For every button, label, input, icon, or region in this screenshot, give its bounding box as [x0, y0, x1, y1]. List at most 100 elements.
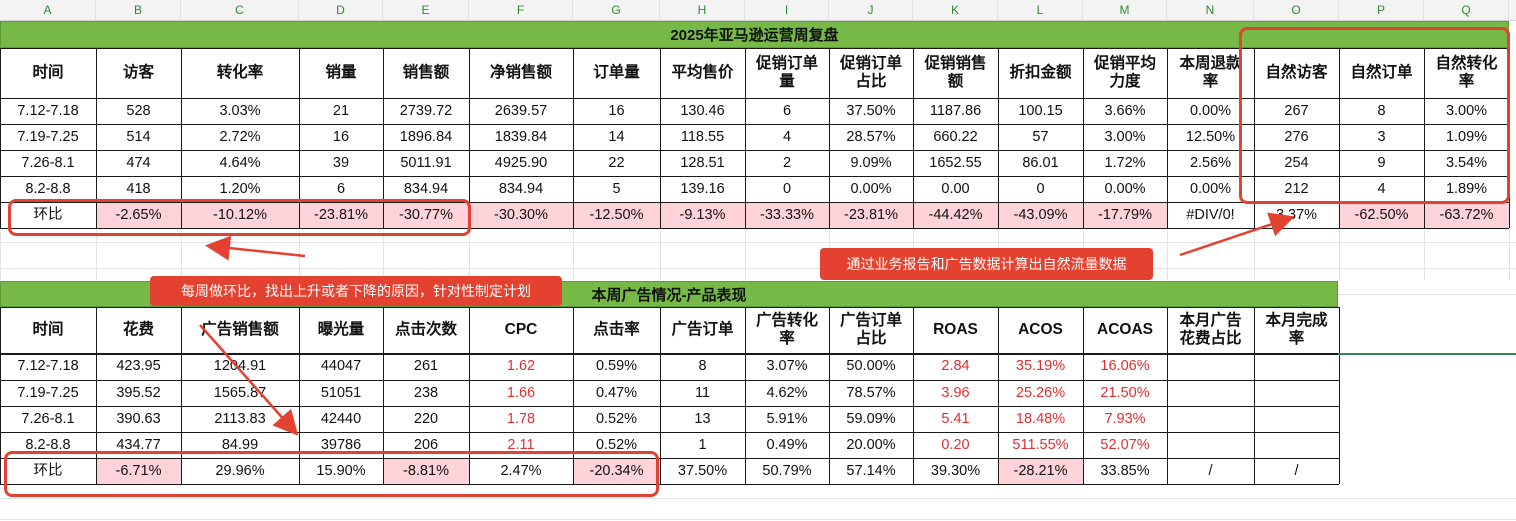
column-letter-o[interactable]: O	[1254, 0, 1339, 20]
column-letter-q[interactable]: Q	[1424, 0, 1509, 20]
table2-cell[interactable]: 5.41	[941, 410, 970, 427]
table1-cell[interactable]: 5011.91	[400, 154, 452, 171]
table1-cell[interactable]: 0.00%	[850, 180, 892, 197]
table1-header-4[interactable]: 销售额	[383, 48, 469, 98]
table2-ratio-cell[interactable]: -8.81%	[383, 458, 469, 484]
table2-cell[interactable]: 261	[413, 358, 439, 375]
table2-header-0[interactable]: 时间	[0, 307, 96, 353]
table2-ratio-cell[interactable]: 50.79%	[762, 462, 812, 479]
table1-cell[interactable]: 4	[782, 128, 792, 145]
table1-cell[interactable]: 834.94	[498, 180, 544, 197]
table1-ratio-cell[interactable]: -23.81%	[299, 202, 383, 228]
table1-cell[interactable]: 9.09%	[850, 154, 892, 171]
table1-ratio-cell[interactable]: -12.50%	[573, 202, 660, 228]
table2-header-5[interactable]: CPC	[469, 307, 573, 353]
table1-cell[interactable]: 2739.72	[399, 102, 453, 119]
column-letter-p[interactable]: P	[1339, 0, 1424, 20]
column-letter-l[interactable]: L	[998, 0, 1083, 20]
table1-ratio-cell[interactable]: -10.12%	[181, 202, 299, 228]
table2-cell[interactable]: 5.91%	[766, 410, 808, 427]
table2-ratio-cell[interactable]: 29.96%	[215, 462, 265, 479]
table2-ratio-cell[interactable]: -6.71%	[96, 458, 181, 484]
table2-header-2[interactable]: 广告销售额	[181, 307, 299, 353]
table2-cell[interactable]: 52.07%	[1100, 436, 1150, 453]
table2-cell[interactable]: 42440	[320, 410, 362, 427]
table1-cell[interactable]: 8.2-8.8	[25, 180, 71, 197]
table2-header-9[interactable]: 广告订单 占比	[829, 307, 913, 353]
table1-cell[interactable]: 2	[782, 154, 792, 171]
table1-cell[interactable]: 4	[1377, 180, 1386, 197]
table1-cell[interactable]: 276	[1284, 128, 1309, 145]
table1-cell[interactable]: 6	[782, 102, 792, 119]
table2-ratio-cell[interactable]: -20.34%	[573, 458, 660, 484]
table2-cell[interactable]: 0.52%	[595, 410, 638, 427]
table1-ratio-cell[interactable]: -23.81%	[829, 202, 913, 228]
table1-cell[interactable]: 5	[612, 180, 621, 197]
table2-header-8[interactable]: 广告转化率	[745, 307, 829, 353]
table1-header-15[interactable]: 自然订单	[1339, 48, 1424, 98]
table1-cell[interactable]: 22	[608, 154, 625, 171]
table1-cell[interactable]: 4.64%	[219, 154, 261, 171]
table2-cell[interactable]: 0.47%	[595, 384, 638, 401]
table2-cell[interactable]: 2.11	[507, 436, 535, 453]
table1-header-13[interactable]: 本周退款率	[1167, 48, 1254, 98]
table2-ratio-cell[interactable]: -28.21%	[998, 458, 1083, 484]
table2-cell[interactable]: 39786	[320, 436, 362, 453]
table2-cell[interactable]: 0.49%	[766, 436, 808, 453]
table1-cell[interactable]: 37.50%	[846, 102, 896, 119]
table2-cell[interactable]: 7.19-7.25	[17, 384, 79, 401]
table1-cell[interactable]: 1.09%	[1445, 128, 1488, 145]
table2-cell[interactable]: 2.84	[941, 358, 970, 375]
table1-cell[interactable]: 21	[332, 102, 350, 119]
table1-cell[interactable]: 1.20%	[219, 180, 261, 197]
table1-cell[interactable]: 418	[126, 180, 151, 197]
table1-cell[interactable]: 57	[1032, 128, 1049, 145]
table1-cell[interactable]: 3.03%	[219, 102, 261, 119]
table2-cell[interactable]: 434.77	[116, 436, 161, 453]
table2-ratio-cell[interactable]: 2.47%	[500, 462, 542, 479]
table2-cell[interactable]: 8.2-8.8	[25, 436, 71, 453]
table2-ratio-cell[interactable]: /	[1294, 462, 1299, 479]
table2-ratio-cell[interactable]: 57.14%	[846, 462, 896, 479]
table1-cell[interactable]: 3.00%	[1445, 102, 1488, 119]
table2-cell[interactable]: 25.26%	[1015, 384, 1066, 401]
table2-cell[interactable]: 18.48%	[1015, 410, 1066, 427]
table2-cell[interactable]: 390.63	[116, 410, 161, 427]
column-letter-g[interactable]: G	[573, 0, 660, 20]
table2-cell[interactable]: 1	[698, 436, 707, 453]
table2-cell[interactable]: 44047	[320, 358, 362, 375]
table2-cell[interactable]: 13	[694, 410, 711, 427]
table1-header-0[interactable]: 时间	[0, 48, 96, 98]
table2-cell[interactable]: 2113.83	[214, 410, 266, 427]
table2-cell[interactable]: 7.26-8.1	[21, 410, 75, 427]
table1-ratio-cell[interactable]: -63.72%	[1424, 202, 1509, 228]
table1-cell[interactable]: 514	[126, 128, 151, 145]
table1-cell[interactable]: 1187.86	[929, 102, 982, 119]
table2-cell[interactable]: 11	[694, 384, 711, 401]
table1-ratio-cell[interactable]: -44.42%	[913, 202, 998, 228]
table1-cell[interactable]: 0.00	[941, 180, 970, 197]
table1-cell[interactable]: 130.46	[680, 102, 725, 119]
table2-cell[interactable]: 0.20	[941, 436, 970, 453]
column-letter-d[interactable]: D	[299, 0, 383, 20]
table1-cell[interactable]: 212	[1284, 180, 1309, 197]
table2-header-12[interactable]: ACOAS	[1083, 307, 1167, 353]
table2-cell[interactable]: 8	[698, 358, 707, 375]
column-letter-n[interactable]: N	[1167, 0, 1254, 20]
column-letter-a[interactable]: A	[0, 0, 96, 20]
table1-cell[interactable]: 0.00%	[1189, 180, 1232, 197]
table1-cell[interactable]: 1896.84	[399, 128, 453, 145]
table1-cell[interactable]: 4925.90	[494, 154, 548, 171]
table1-cell[interactable]: 139.16	[680, 180, 725, 197]
table2-header-13[interactable]: 本月广告 花费占比	[1167, 307, 1254, 353]
table2-ratio-cell[interactable]: 环比	[33, 462, 63, 479]
table1-cell[interactable]: 1.72%	[1104, 154, 1146, 171]
column-letter-i[interactable]: I	[745, 0, 829, 20]
table2-header-1[interactable]: 花费	[96, 307, 181, 353]
table2-cell[interactable]: 395.52	[116, 384, 161, 401]
table1-header-10[interactable]: 促销销售额	[913, 48, 998, 98]
table2-cell[interactable]: 21.50%	[1100, 384, 1150, 401]
table2-header-4[interactable]: 点击次数	[383, 307, 469, 353]
table2-cell[interactable]: 35.19%	[1015, 358, 1066, 375]
table1-cell[interactable]: 8	[1377, 102, 1386, 119]
